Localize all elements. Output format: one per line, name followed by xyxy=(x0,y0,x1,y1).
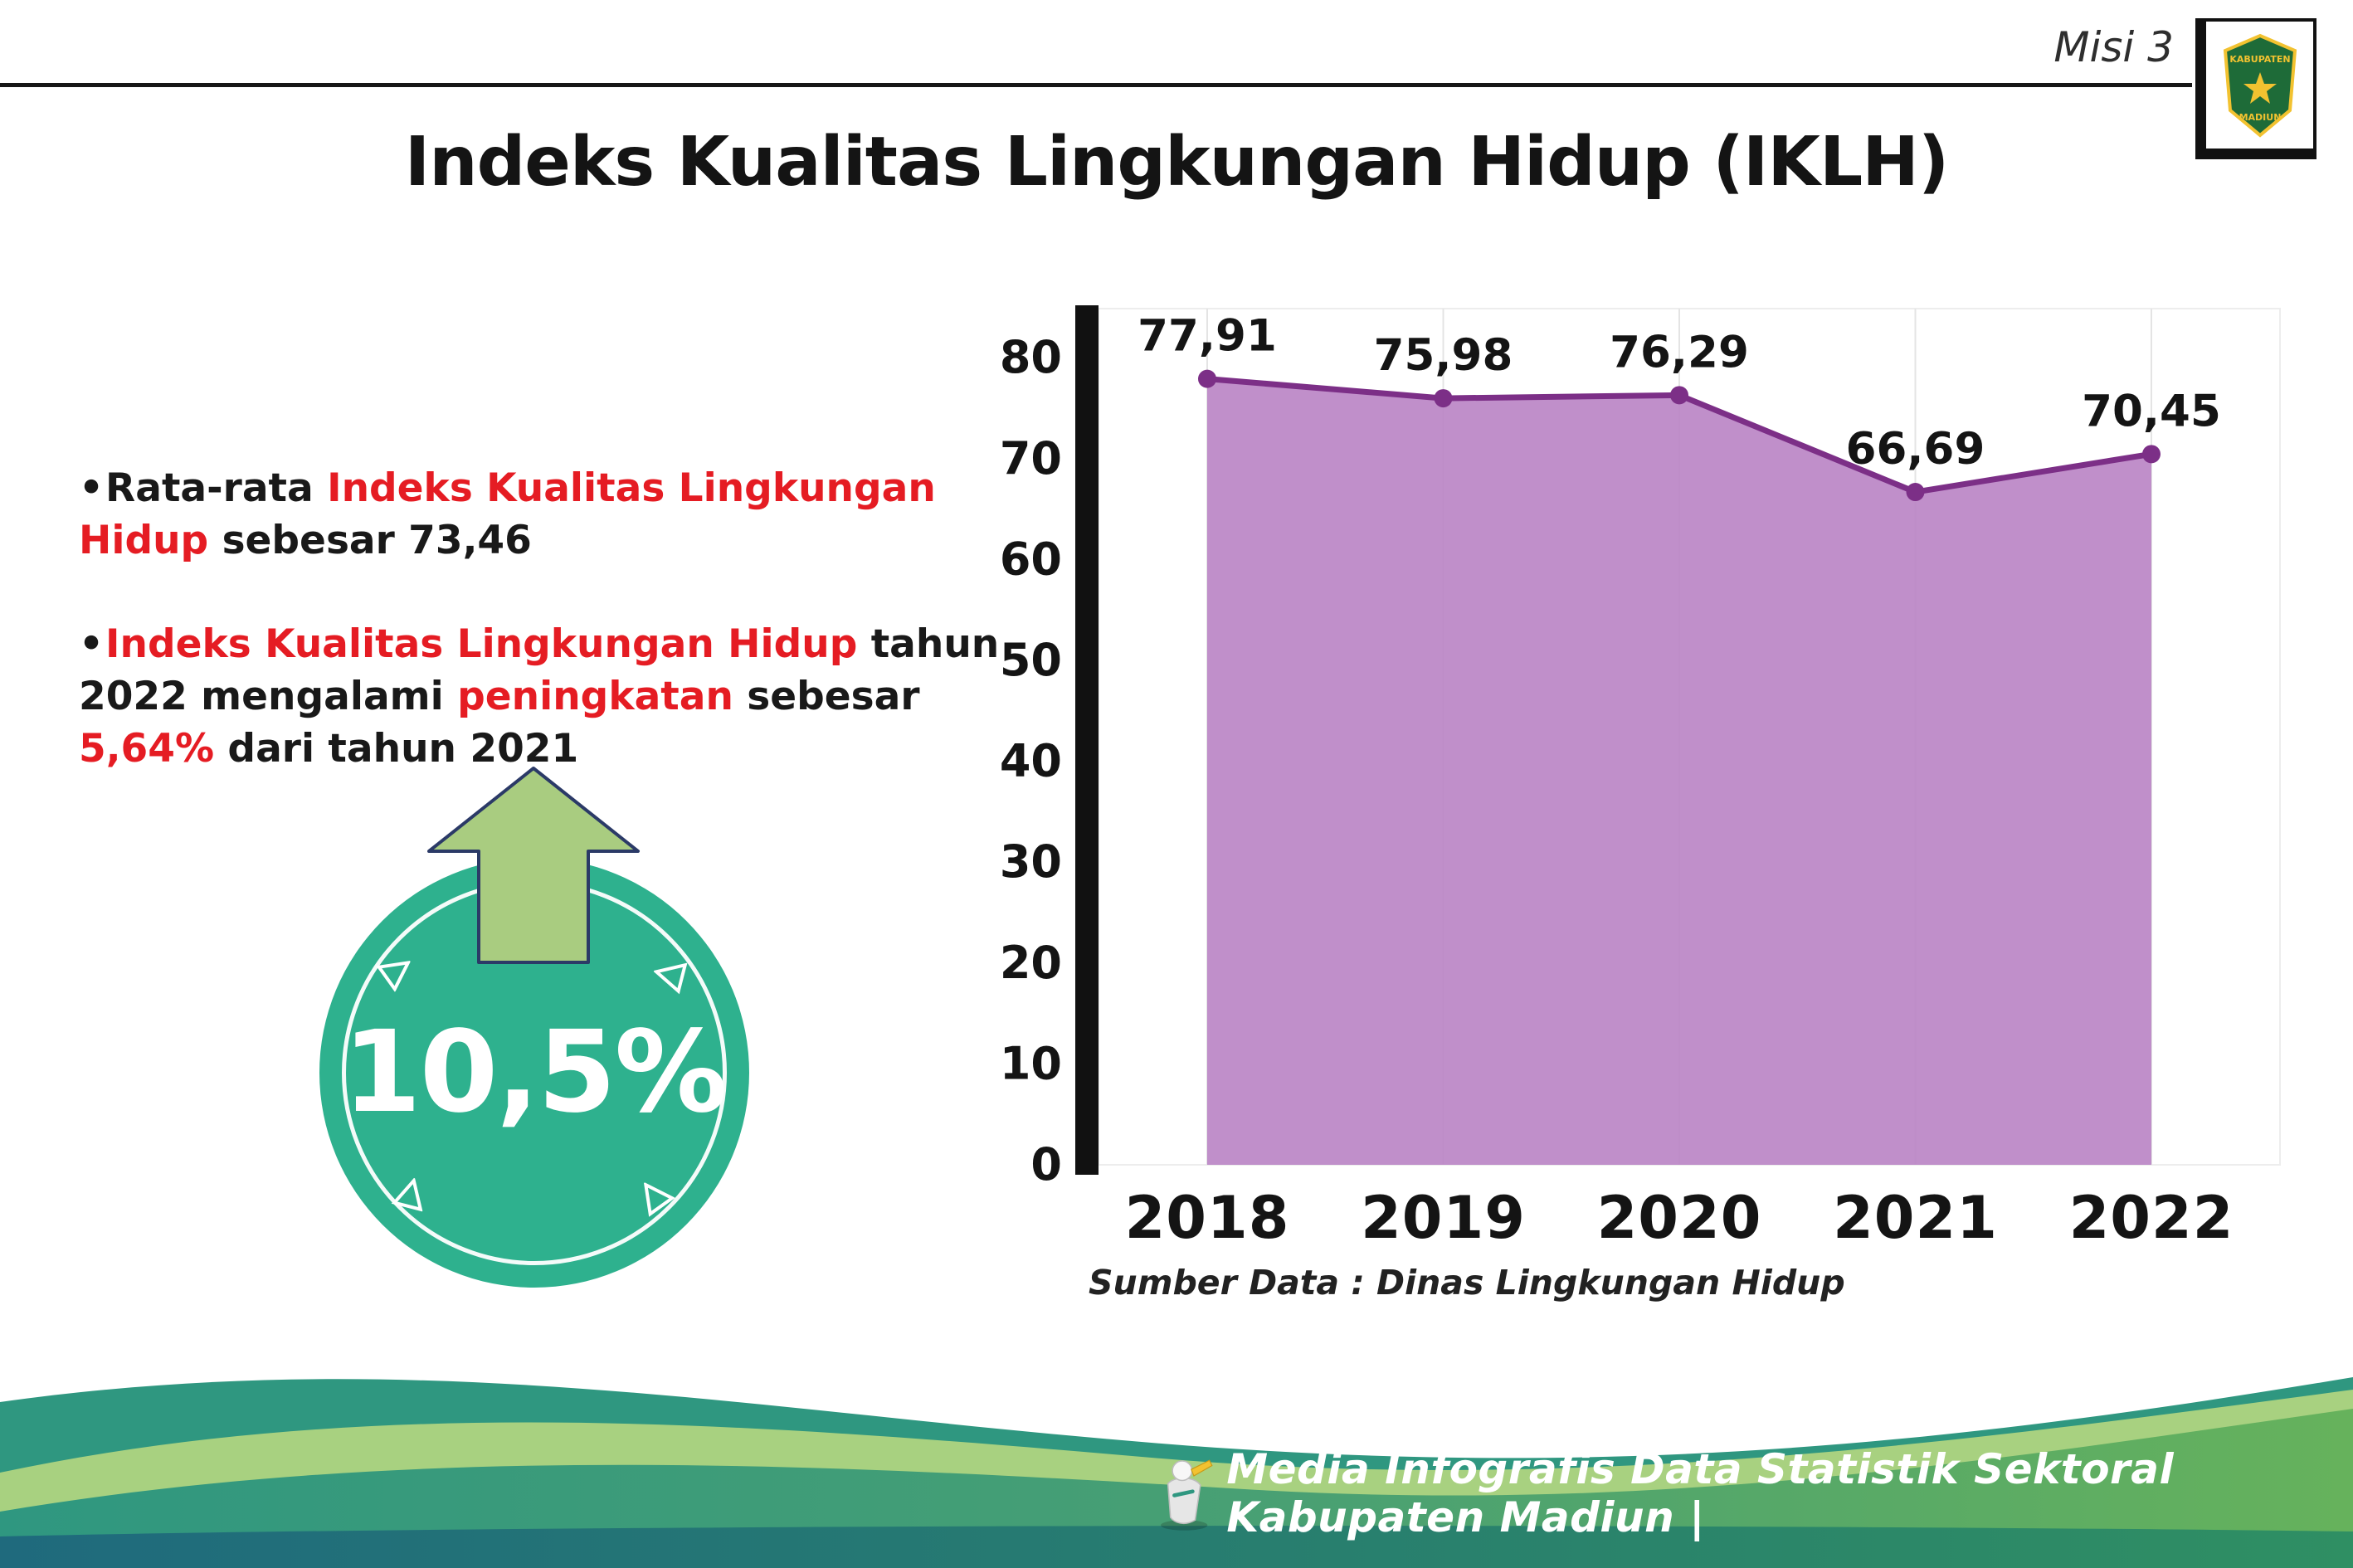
x-tick-label: 2020 xyxy=(1597,1184,1762,1252)
up-arrow-icon xyxy=(427,767,640,964)
y-axis-bar xyxy=(1075,305,1099,1175)
percentage-value: 10,5% xyxy=(343,1007,728,1138)
y-tick-label: 30 xyxy=(1000,835,1062,888)
y-tick-label: 60 xyxy=(1000,533,1062,585)
data-point xyxy=(1906,483,1925,502)
chart-area: 77,91 75,98 76,29 66,69 70,45 0 10 20 30 40 50 60 70… xyxy=(996,299,2323,1286)
bullet-item: •Rata-rata Indeks Kualitas Lingkungan Hi… xyxy=(79,463,1016,567)
bullet-list: •Rata-rata Indeks Kualitas Lingkungan Hi… xyxy=(79,463,1016,776)
page-title: Indeks Kualitas Lingkungan Hidup (IKLH) xyxy=(404,123,1950,202)
logo-top-text: KABUPATEN xyxy=(2229,54,2290,65)
data-point xyxy=(1198,369,1216,388)
footer-credit-text: Media Infografis Data Statistik Sektoral… xyxy=(1226,1445,2175,1541)
bullet-text-segment: Rata-rata xyxy=(105,465,328,511)
value-label: 70,45 xyxy=(2082,386,2221,436)
bullet-marker: • xyxy=(79,621,105,667)
mascot-icon xyxy=(1161,1458,1213,1531)
bullet-item: •Indeks Kualitas Lingkungan Hidup tahun … xyxy=(79,619,1016,776)
value-label: 66,69 xyxy=(1846,424,1985,475)
y-tick-label: 70 xyxy=(1000,432,1062,485)
y-tick-label: 50 xyxy=(1000,634,1062,686)
value-label: 76,29 xyxy=(1610,327,1749,377)
data-point xyxy=(2142,445,2161,464)
header-divider xyxy=(0,83,2192,87)
bullet-text-segment: Indeks Kualitas Lingkungan Hidup xyxy=(79,465,936,563)
x-tick-label: 2018 xyxy=(1125,1184,1290,1252)
area-fill xyxy=(1207,378,2151,1166)
bullet-marker: • xyxy=(79,465,105,511)
data-source-note: Sumber Data : Dinas Lingkungan Hidup xyxy=(1089,1263,1845,1303)
footer-credit-bar: Media Infografis Data Statistik Sektoral… xyxy=(1155,1445,2353,1541)
misi-label: Misi 3 xyxy=(2053,23,2174,71)
crest-icon: KABUPATEN MADIUN xyxy=(2223,33,2297,138)
bullet-text-segment: Indeks Kualitas Lingkungan Hidup xyxy=(105,621,858,667)
data-point xyxy=(1434,389,1453,408)
y-tick-label: 20 xyxy=(1000,937,1062,989)
bullet-text-segment: 5,64% xyxy=(79,725,215,772)
x-tick-label: 2019 xyxy=(1361,1184,1526,1252)
ring-triangle-icon xyxy=(635,1174,677,1217)
value-label: 75,98 xyxy=(1374,330,1513,381)
data-point xyxy=(1670,386,1688,405)
y-tick-label: 80 xyxy=(1000,331,1062,383)
x-tick-label: 2021 xyxy=(1833,1184,1998,1252)
ring-triangle-icon xyxy=(391,1174,433,1217)
kabupaten-madiun-logo: KABUPATEN MADIUN xyxy=(2195,18,2316,159)
bullet-text-segment: sebesar 73,46 xyxy=(208,517,532,563)
y-tick-label: 10 xyxy=(1000,1037,1062,1089)
wave-bottom-band xyxy=(0,1526,2353,1568)
bullet-text-segment: sebesar xyxy=(733,673,920,719)
logo-bottom-text: MADIUN xyxy=(2239,112,2281,123)
bullet-text-segment: dari tahun 2021 xyxy=(214,725,579,772)
y-tick-label: 0 xyxy=(1030,1138,1062,1191)
bullet-text-segment: peningkatan xyxy=(457,673,733,719)
value-label: 77,91 xyxy=(1138,311,1277,362)
iklh-chart: 77,91 75,98 76,29 66,69 70,45 0 10 20 30 40 50 60 70… xyxy=(1000,305,2281,1252)
x-tick-label: 2022 xyxy=(2069,1184,2234,1252)
bullet-text-segment: tahun 2022 mengalami xyxy=(79,621,1000,719)
y-tick-label: 40 xyxy=(1000,735,1062,787)
increase-badge: 10,5% xyxy=(319,765,751,1300)
ring-triangle-icon xyxy=(650,952,693,995)
ring-triangle-icon xyxy=(376,952,419,994)
